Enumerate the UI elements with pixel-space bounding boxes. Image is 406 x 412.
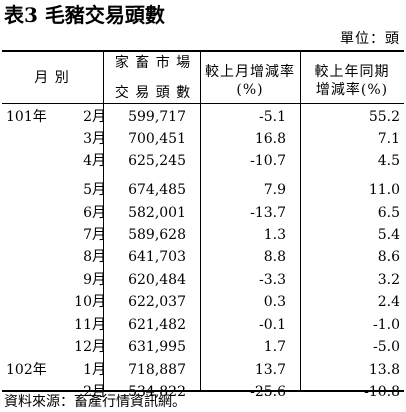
table-row: 4月 625,245 -10.7 4.5 xyxy=(2,150,404,172)
volume-cell: 621,482 xyxy=(128,317,186,333)
mom-change-cell: -3.3 xyxy=(259,272,286,288)
table-title: 表3 毛豬交易頭數 xyxy=(4,3,165,27)
month-cell: 2月 xyxy=(83,384,106,400)
month-cell: 11月 xyxy=(74,317,106,333)
yoy-change-cell: 13.8 xyxy=(368,362,400,378)
header-volume-line1: 家 畜 市 場 xyxy=(114,55,192,71)
month-cell: 6月 xyxy=(83,205,106,221)
table-row: 10月 622,037 0.3 2.4 xyxy=(2,291,404,313)
mom-change-cell: 13.7 xyxy=(254,362,286,378)
mom-change-cell: -25.6 xyxy=(250,384,286,400)
yoy-change-cell: 6.5 xyxy=(377,205,400,221)
yoy-change-cell: 5.4 xyxy=(377,227,400,243)
yoy-change-cell: 3.2 xyxy=(377,272,400,288)
mom-change-cell: -13.7 xyxy=(250,205,286,221)
volume-cell: 700,451 xyxy=(128,131,186,147)
month-cell: 1月 xyxy=(83,362,106,378)
yoy-change-cell: 8.6 xyxy=(377,249,400,265)
mom-change-cell: 8.8 xyxy=(263,249,286,265)
table-row: 9月 620,484 -3.3 3.2 xyxy=(2,269,404,291)
header-period: 月 別 xyxy=(34,70,70,86)
volume-cell: 674,485 xyxy=(128,182,186,198)
volume-cell: 641,703 xyxy=(128,249,186,265)
mom-change-cell: -0.1 xyxy=(259,317,286,333)
volume-cell: 599,717 xyxy=(128,109,186,125)
table-row: 6月 582,001 -13.7 6.5 xyxy=(2,202,404,224)
month-cell: 3月 xyxy=(83,131,106,147)
table-row: 102年 1月 718,887 13.7 13.8 xyxy=(2,359,404,381)
mom-change-cell: 16.8 xyxy=(254,131,286,147)
column-divider-1 xyxy=(103,52,104,390)
month-cell: 5月 xyxy=(83,182,106,198)
yoy-change-cell: 55.2 xyxy=(368,109,400,125)
table-row: 12月 631,995 1.7 -5.0 xyxy=(2,336,404,358)
table-row: 5月 674,485 7.9 11.0 xyxy=(2,179,404,201)
table-row: 2月 534,822 -25.6 -10.8 xyxy=(2,381,404,403)
header-yoy-line2: 增減率(%) xyxy=(315,82,389,98)
mom-change-cell: 7.9 xyxy=(263,182,286,198)
mom-change-cell: 1.3 xyxy=(263,227,286,243)
volume-cell: 622,037 xyxy=(128,294,186,310)
table-row: 8月 641,703 8.8 8.6 xyxy=(2,246,404,268)
header-volume-line2: 交 易 頭 數 xyxy=(114,85,192,101)
month-cell: 7月 xyxy=(83,227,106,243)
volume-cell: 582,001 xyxy=(128,205,186,221)
month-cell: 9月 xyxy=(83,272,106,288)
mom-change-cell: 1.7 xyxy=(263,339,286,355)
yoy-change-cell: -1.0 xyxy=(373,317,400,333)
volume-cell: 631,995 xyxy=(128,339,186,355)
month-cell: 4月 xyxy=(83,153,106,169)
pig-trading-table: 月 別 家 畜 市 場 交 易 頭 數 較上月增減率 (%) 較上年同期 增減率… xyxy=(2,50,404,400)
year-cell: 102年 xyxy=(6,362,47,378)
header-mom-line2: (%) xyxy=(236,82,264,98)
table-row: 101年 2月 599,717 -5.1 55.2 xyxy=(2,106,404,128)
yoy-change-cell: 4.5 xyxy=(377,153,400,169)
month-cell: 12月 xyxy=(74,339,106,355)
header-mom-line1: 較上月增減率 xyxy=(205,64,295,80)
yoy-change-cell: -10.8 xyxy=(364,384,400,400)
volume-cell: 620,484 xyxy=(128,272,186,288)
month-cell: 2月 xyxy=(83,109,106,125)
volume-cell: 718,887 xyxy=(128,362,186,378)
table-row: 3月 700,451 16.8 7.1 xyxy=(2,128,404,150)
yoy-change-cell: 2.4 xyxy=(377,294,400,310)
header-yoy-line1: 較上年同期 xyxy=(314,64,390,80)
volume-cell: 589,628 xyxy=(128,227,186,243)
table-row: 7月 589,628 1.3 5.4 xyxy=(2,224,404,246)
yoy-change-cell: 11.0 xyxy=(368,182,400,198)
source-note: 資料來源：畜產行情資訊網。 xyxy=(4,394,186,410)
column-divider-3 xyxy=(300,52,301,390)
volume-cell: 534,822 xyxy=(128,384,186,400)
mom-change-cell: -5.1 xyxy=(259,109,286,125)
unit-label: 單位：頭 xyxy=(340,31,400,47)
table-header: 月 別 家 畜 市 場 交 易 頭 數 較上月增減率 (%) 較上年同期 增減率… xyxy=(2,52,404,104)
month-cell: 8月 xyxy=(83,249,106,265)
year-cell: 101年 xyxy=(6,109,47,125)
column-divider-2 xyxy=(200,52,201,390)
mom-change-cell: 0.3 xyxy=(263,294,286,310)
yoy-change-cell: 7.1 xyxy=(377,131,400,147)
yoy-change-cell: -5.0 xyxy=(373,339,400,355)
table-row: 11月 621,482 -0.1 -1.0 xyxy=(2,314,404,336)
volume-cell: 625,245 xyxy=(128,153,186,169)
month-cell: 10月 xyxy=(74,294,106,310)
mom-change-cell: -10.7 xyxy=(250,153,286,169)
